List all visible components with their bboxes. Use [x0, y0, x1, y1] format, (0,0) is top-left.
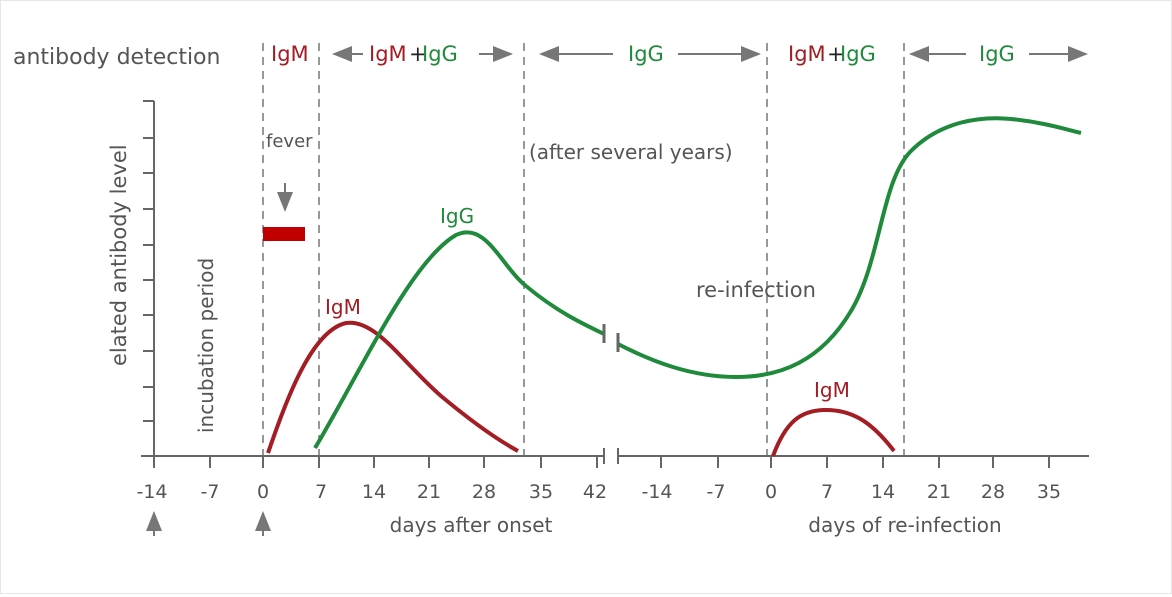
incubation-label: incubation period	[194, 258, 218, 433]
x-tick-labels-2: -14 -7 0 7 14 21 28 35	[641, 481, 1061, 503]
phase-igm-igg-2: IgM + IgG	[788, 42, 876, 66]
tick-label: -7	[707, 481, 726, 503]
fever-label: fever	[266, 131, 313, 152]
x-axis	[141, 448, 1089, 468]
phase-dividers	[262, 43, 905, 456]
tick-label: 21	[927, 481, 951, 503]
phase-igm-igg-1: IgM + IgG	[332, 42, 513, 66]
igg-curve-reinfection	[617, 116, 1082, 380]
phase-igm-text: IgM	[369, 42, 407, 66]
tick-label: 28	[981, 481, 1005, 503]
tick-label: 42	[583, 481, 607, 503]
phase-igg-1: IgG	[539, 42, 761, 66]
y-axis-label: elated antibody level	[107, 144, 131, 366]
phase-igg-text: IgG	[979, 42, 1015, 66]
tick-label: -7	[201, 481, 220, 503]
tick-label: 14	[871, 481, 895, 503]
y-axis	[143, 100, 155, 456]
phase-igg-2: IgG	[909, 42, 1088, 66]
x-tick-labels-1: -14 -7 0 7 14 21 28 35 42	[136, 481, 607, 503]
tick-label: 7	[821, 481, 833, 503]
x-axis-label-2: days of re-infection	[808, 513, 1001, 537]
igm-curve-reinfection	[771, 407, 896, 457]
igm-curve-label-1: IgM	[325, 295, 361, 319]
tick-label: 0	[257, 481, 269, 503]
phase-plus: +	[827, 42, 845, 66]
detection-label: antibody detection	[13, 45, 220, 70]
phase-igm-text: IgM	[788, 42, 826, 66]
igm-curve-primary	[266, 320, 519, 454]
tick-label: 21	[417, 481, 441, 503]
tick-label: 28	[472, 481, 496, 503]
fever-bar	[263, 227, 305, 241]
tick-label: 0	[765, 481, 777, 503]
igg-curve-primary	[313, 230, 605, 450]
reinfection-label: re-infection	[696, 278, 816, 302]
phase-igg-text: IgG	[628, 42, 664, 66]
tick-label: 35	[529, 481, 553, 503]
x-axis-label-1: days after onset	[390, 513, 553, 537]
tick-label: -14	[641, 481, 672, 503]
curve-break-marks	[602, 324, 620, 352]
igm-curve-label-2: IgM	[814, 378, 850, 402]
phase-igg-text: IgG	[422, 42, 458, 66]
tick-label: 7	[315, 481, 327, 503]
tick-label: 35	[1037, 481, 1061, 503]
phase-igm: IgM	[271, 42, 309, 66]
phase-plus: +	[409, 42, 427, 66]
after-years-label: (after several years)	[529, 140, 733, 164]
igg-curve-label-1: IgG	[440, 204, 474, 228]
tick-label: 14	[362, 481, 386, 503]
phase-igg-text: IgG	[840, 42, 876, 66]
tick-label: -14	[136, 481, 167, 503]
